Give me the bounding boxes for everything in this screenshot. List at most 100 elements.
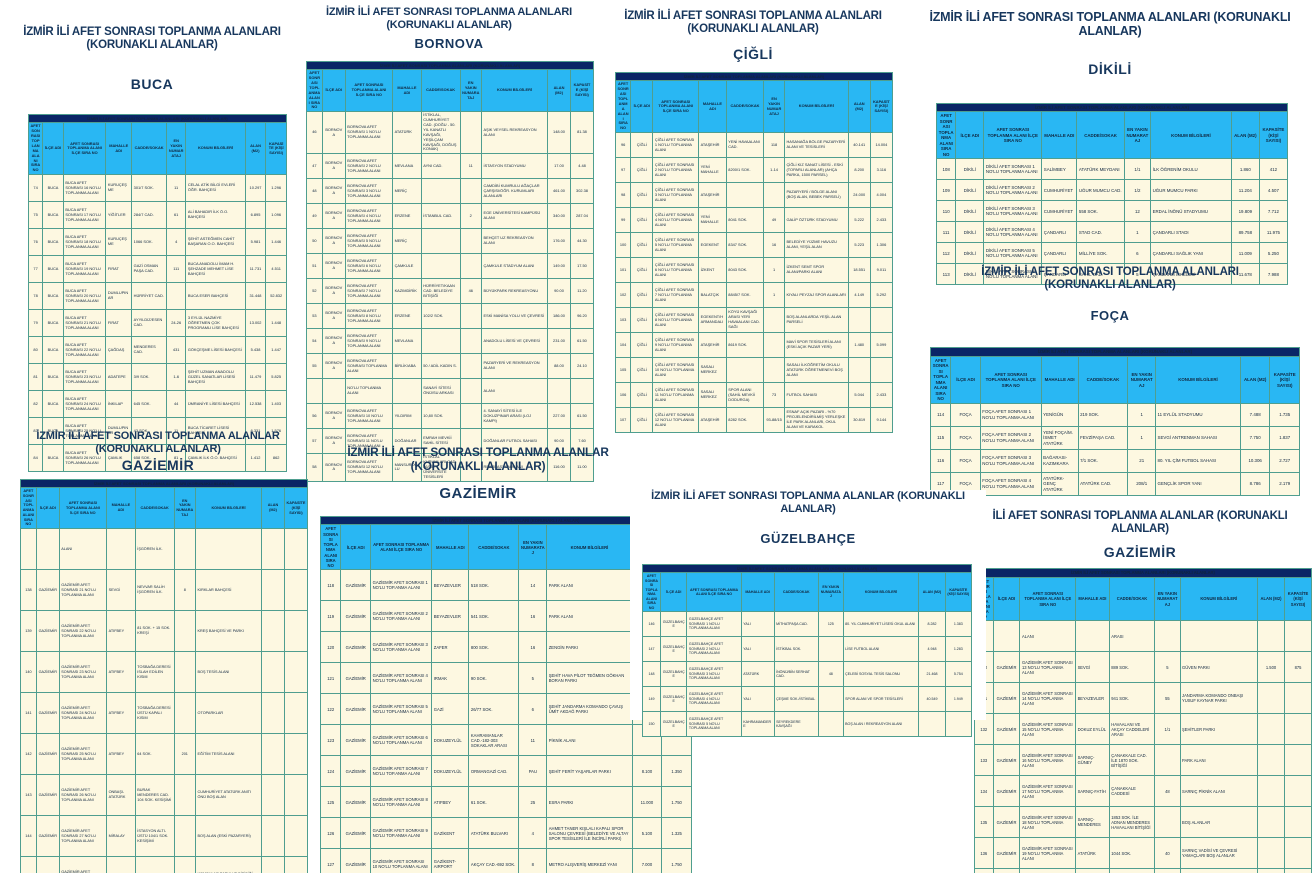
- table-cell: ALANI: [1019, 620, 1077, 653]
- table-cell: ÇANDARLI: [1041, 263, 1078, 286]
- table-cell: AKÇAY CAD.-692 SOK.: [468, 848, 520, 873]
- table-cell: BURAK MENDERES CAD. 104 SOK. KESİŞİMİ: [134, 774, 175, 817]
- table-cell: 10.297: [244, 174, 267, 203]
- table-header-row: AFET SONRASI TOPLANMA ALANI SIRA NOİLÇE …: [974, 576, 1312, 622]
- table-cell: ATIFBEY: [106, 733, 136, 776]
- table-cell: BUCA AFET SONRASI 23 NO'LU TOPLANMA ALAN…: [62, 363, 107, 392]
- table-cell: KIRKLAR BAHÇESİ: [195, 569, 263, 612]
- table-cell: BORNOVA AFET SONRASI 9 NO'LU TOPLANMA AL…: [344, 328, 394, 355]
- table-cell: 1.750: [661, 848, 692, 873]
- table-cell: 40.141: [847, 132, 871, 159]
- table-cell: ÇİĞLİ KIZ SANAT LİSESİ - ESKİ (TOPARLI A…: [783, 157, 849, 184]
- table-row: 139 GAZİEMİR GAZİEMİR AFET SONRASI 22 NO'L…: [20, 610, 309, 653]
- table-cell: 84: [27, 444, 44, 473]
- column-header: MAHALLE ADI: [740, 572, 775, 613]
- table-cell: HÜRRİYET CAD.: [131, 282, 167, 311]
- table-row: 84 BUCA BUCA AFET SONRASI 26 NO'LU TOPLANM…: [27, 444, 287, 473]
- table-cell: 4.507: [1258, 179, 1289, 202]
- table-cell: DOKUZEYLÜL: [431, 724, 470, 757]
- table-cell: 40: [1154, 837, 1181, 870]
- column-header: CADDE/SOKAK: [468, 524, 520, 571]
- table-row: 140 GAZİEMİR GAZİEMİR AFET SONRASI 23 NO'L…: [20, 651, 309, 694]
- table-cell: 1.325: [661, 817, 692, 850]
- table-cell: BORNOVA AFET SONRASI 5 NO'LU TOPLANMA AL…: [344, 228, 394, 255]
- table-cell: [283, 774, 309, 817]
- table-block-foca: İZMİR İLİ AFET SONRASI TOPLANMA ALANLARI…: [908, 266, 1312, 496]
- table-cell: 1.447: [265, 336, 287, 365]
- table-cell: 97: [614, 157, 632, 184]
- table-cell: [283, 651, 309, 694]
- table-cell: ÇİĞLİ AFET SONRASI 8 NO'LU TOPLANMA ALAN…: [652, 307, 700, 334]
- table-cell: DİKİLİ AFET SONRASI 3 NO'LU TOPLANMA ALA…: [983, 200, 1043, 223]
- table-cell: ÇAMKULE: [392, 253, 422, 280]
- table-cell: 47: [306, 153, 323, 180]
- table-cell: BUCA AFET SONRASI 22 NO'LU TOPLANMA ALAN…: [62, 336, 107, 365]
- table-cell: 149.00: [547, 253, 571, 280]
- table-cell: [1283, 837, 1312, 870]
- table-cell: FOÇA AFET SONRASI 2 NO'LU TOPLANMA ALANI: [979, 425, 1042, 450]
- table-cell: GAZİEMİR AFET SONRASI 16 NO'LU TOPLANMA …: [1019, 744, 1077, 777]
- table-cell: CUMHURİYET: [1041, 200, 1078, 223]
- column-header: AFET SONRASI TOPLANMA ALANI İLÇE SIRA NO: [979, 355, 1042, 404]
- table-cell: 302.38: [569, 178, 595, 205]
- table-cell: [459, 253, 483, 280]
- table-cell: GAZİEMİR AFET SONRASI 10 NO'LU TOPLANMA …: [370, 848, 433, 873]
- column-header: AFET SONRASI TOPLANMA ALANI SIRA NO: [319, 524, 342, 571]
- column-header: ALAN (M2): [244, 122, 267, 176]
- column-header: EN YAKIN NUMARATAJ: [1123, 111, 1152, 160]
- table-cell: 81.38: [569, 111, 595, 155]
- table-cell: BOŞ ALAN / REKREASYON ALANI: [842, 711, 920, 738]
- table-cell: NEVVAR SALİH İŞGÖREN İLK.: [134, 569, 175, 612]
- table-cell: BUCA: [42, 282, 64, 311]
- table-cell: GÜZELBAHÇE: [660, 711, 688, 738]
- district-title-guzelbahce: GÜZELBAHÇE: [760, 531, 856, 547]
- table-cell: GAZİEMİR: [35, 774, 60, 817]
- table-cell: GAZİEMİR: [340, 817, 372, 850]
- column-header: MAHALLE ADI: [1040, 355, 1079, 404]
- table-cell: FOÇA: [950, 425, 981, 450]
- table-cell: GAZİEMİR AFET SONRASI 19 NO'LU TOPLANMA …: [1019, 837, 1077, 870]
- table-cell: ÇANAKKALE CADDESİ: [1108, 775, 1156, 808]
- table-cell: 99: [614, 207, 632, 234]
- table-cell: 4.004: [869, 182, 894, 209]
- table-cell: 176.00: [547, 228, 571, 255]
- column-header: AFET SONRASI TOPLANMA ALANI İLÇE SIRA NO: [58, 487, 108, 530]
- table-cell: GAZİEMİR: [992, 713, 1021, 746]
- table-cell: 26/77 SOK.: [468, 693, 520, 726]
- table-row: 80 BUCA BUCA AFET SONRASI 22 NO'LU TOPLANM…: [27, 336, 287, 365]
- table-row: 137GAZİEMİRGAZİEMİR AFET SONRASI 20 NO'L…: [974, 868, 1312, 873]
- table-cell: 112: [935, 242, 957, 265]
- table-row: 47 BORNOVA BORNOVA AFET SONRASI 2 NO'LU TO…: [306, 153, 595, 180]
- table-cell: 11.20: [569, 278, 595, 305]
- table-cell: MERİÇ: [392, 228, 422, 255]
- table-cell: 10.306: [1239, 448, 1271, 473]
- table-cell: KIYALI PEYZAJ SPOR ALANLARI: [783, 282, 849, 309]
- table-row: 96 ÇİĞLİ ÇİĞLİ AFET SONRASI 1 NO'LU TOPLAN…: [614, 132, 894, 159]
- table-row: 131GAZİEMİRGAZİEMİR AFET SONRASI 14 NO'L…: [974, 682, 1312, 715]
- assembly-areas-table-gaziemir_left: İZMİR İLİ AFET SONRASI TOPLANMA ALANLARI…: [20, 479, 309, 873]
- table-cell: 118: [763, 132, 785, 159]
- table-cell: 110: [935, 200, 957, 223]
- table-cell: BUCA: [42, 336, 64, 365]
- table-row: 56 BORNOVA BORNOVA AFET SONRASI 10 NO'LU T…: [306, 403, 595, 430]
- table-cell: 48: [817, 661, 844, 688]
- table-cell: AYNI CAD.: [420, 153, 461, 180]
- table-row: 77 BUCA BUCA AFET SONRASI 19 NO'LU TOPLANM…: [27, 255, 287, 284]
- table-cell: ATIFBEY: [431, 786, 470, 819]
- table-row: 106 ÇİĞLİ ÇİĞLİ AFET SONRASI 11 NO'LU TOPL…: [614, 382, 894, 409]
- table-cell: 219 SOK.: [1077, 402, 1129, 427]
- table-cell: PAZARYERİ VE REKREASYON ALANI: [481, 353, 549, 380]
- table-cell: 5.044: [847, 382, 871, 409]
- table-cell: BORNOVA: [321, 111, 346, 155]
- table-cell: [261, 651, 285, 694]
- table-cell: BORNOVA AFET SONRASI TOPLANMA ALANI: [344, 353, 394, 380]
- table-cell: [420, 178, 461, 205]
- table-cell: 120: [319, 631, 342, 664]
- table-cell: ARASI: [1108, 620, 1156, 653]
- table-cell: 106: [614, 382, 632, 409]
- table-row: 107 ÇİĞLİ ÇİĞLİ AFET SONRASI 12 NO'LU TOPL…: [614, 407, 894, 434]
- table-cell: ATIFBEY: [106, 610, 136, 653]
- table-cell: [173, 528, 197, 571]
- table-cell: GAZİEMİR: [35, 692, 60, 735]
